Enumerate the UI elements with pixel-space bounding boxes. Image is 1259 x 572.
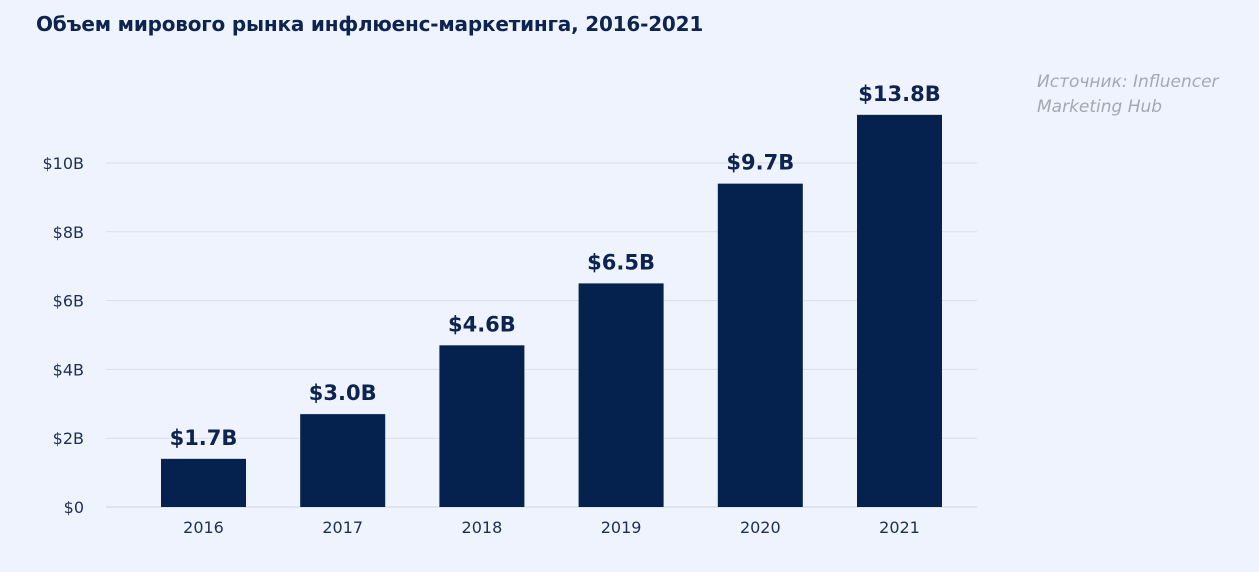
x-tick-label: 2019 xyxy=(601,518,642,537)
data-label: $3.0B xyxy=(309,381,377,405)
y-tick-label: $0 xyxy=(64,498,84,517)
bar xyxy=(439,345,525,507)
source-note: Источник: Influencer Marketing Hub xyxy=(1037,72,1219,117)
y-tick-label: $6B xyxy=(53,292,84,311)
y-tick-label: $8B xyxy=(53,223,84,242)
y-tick-label: $4B xyxy=(53,360,84,379)
y-tick-label: $10B xyxy=(42,154,84,173)
chart-title: Объем мирового рынка инфлюенс-маркетинга… xyxy=(36,12,704,36)
x-tick-label: 2020 xyxy=(740,518,781,537)
y-tick-label: $2B xyxy=(53,429,84,448)
bar xyxy=(578,283,664,507)
data-label: $9.7B xyxy=(726,151,794,175)
bar xyxy=(717,183,803,507)
data-label: $4.6B xyxy=(448,312,516,336)
x-tick-label: 2017 xyxy=(322,518,363,537)
x-tick-label: 2021 xyxy=(879,518,920,537)
bar xyxy=(161,458,246,507)
data-label: $6.5B xyxy=(587,250,655,274)
x-tick-label: 2018 xyxy=(462,518,503,537)
data-label: $13.8B xyxy=(858,82,940,106)
data-label: $1.7B xyxy=(170,426,238,450)
bar xyxy=(857,114,942,507)
bar xyxy=(300,414,386,507)
x-tick-label: 2016 xyxy=(183,518,224,537)
